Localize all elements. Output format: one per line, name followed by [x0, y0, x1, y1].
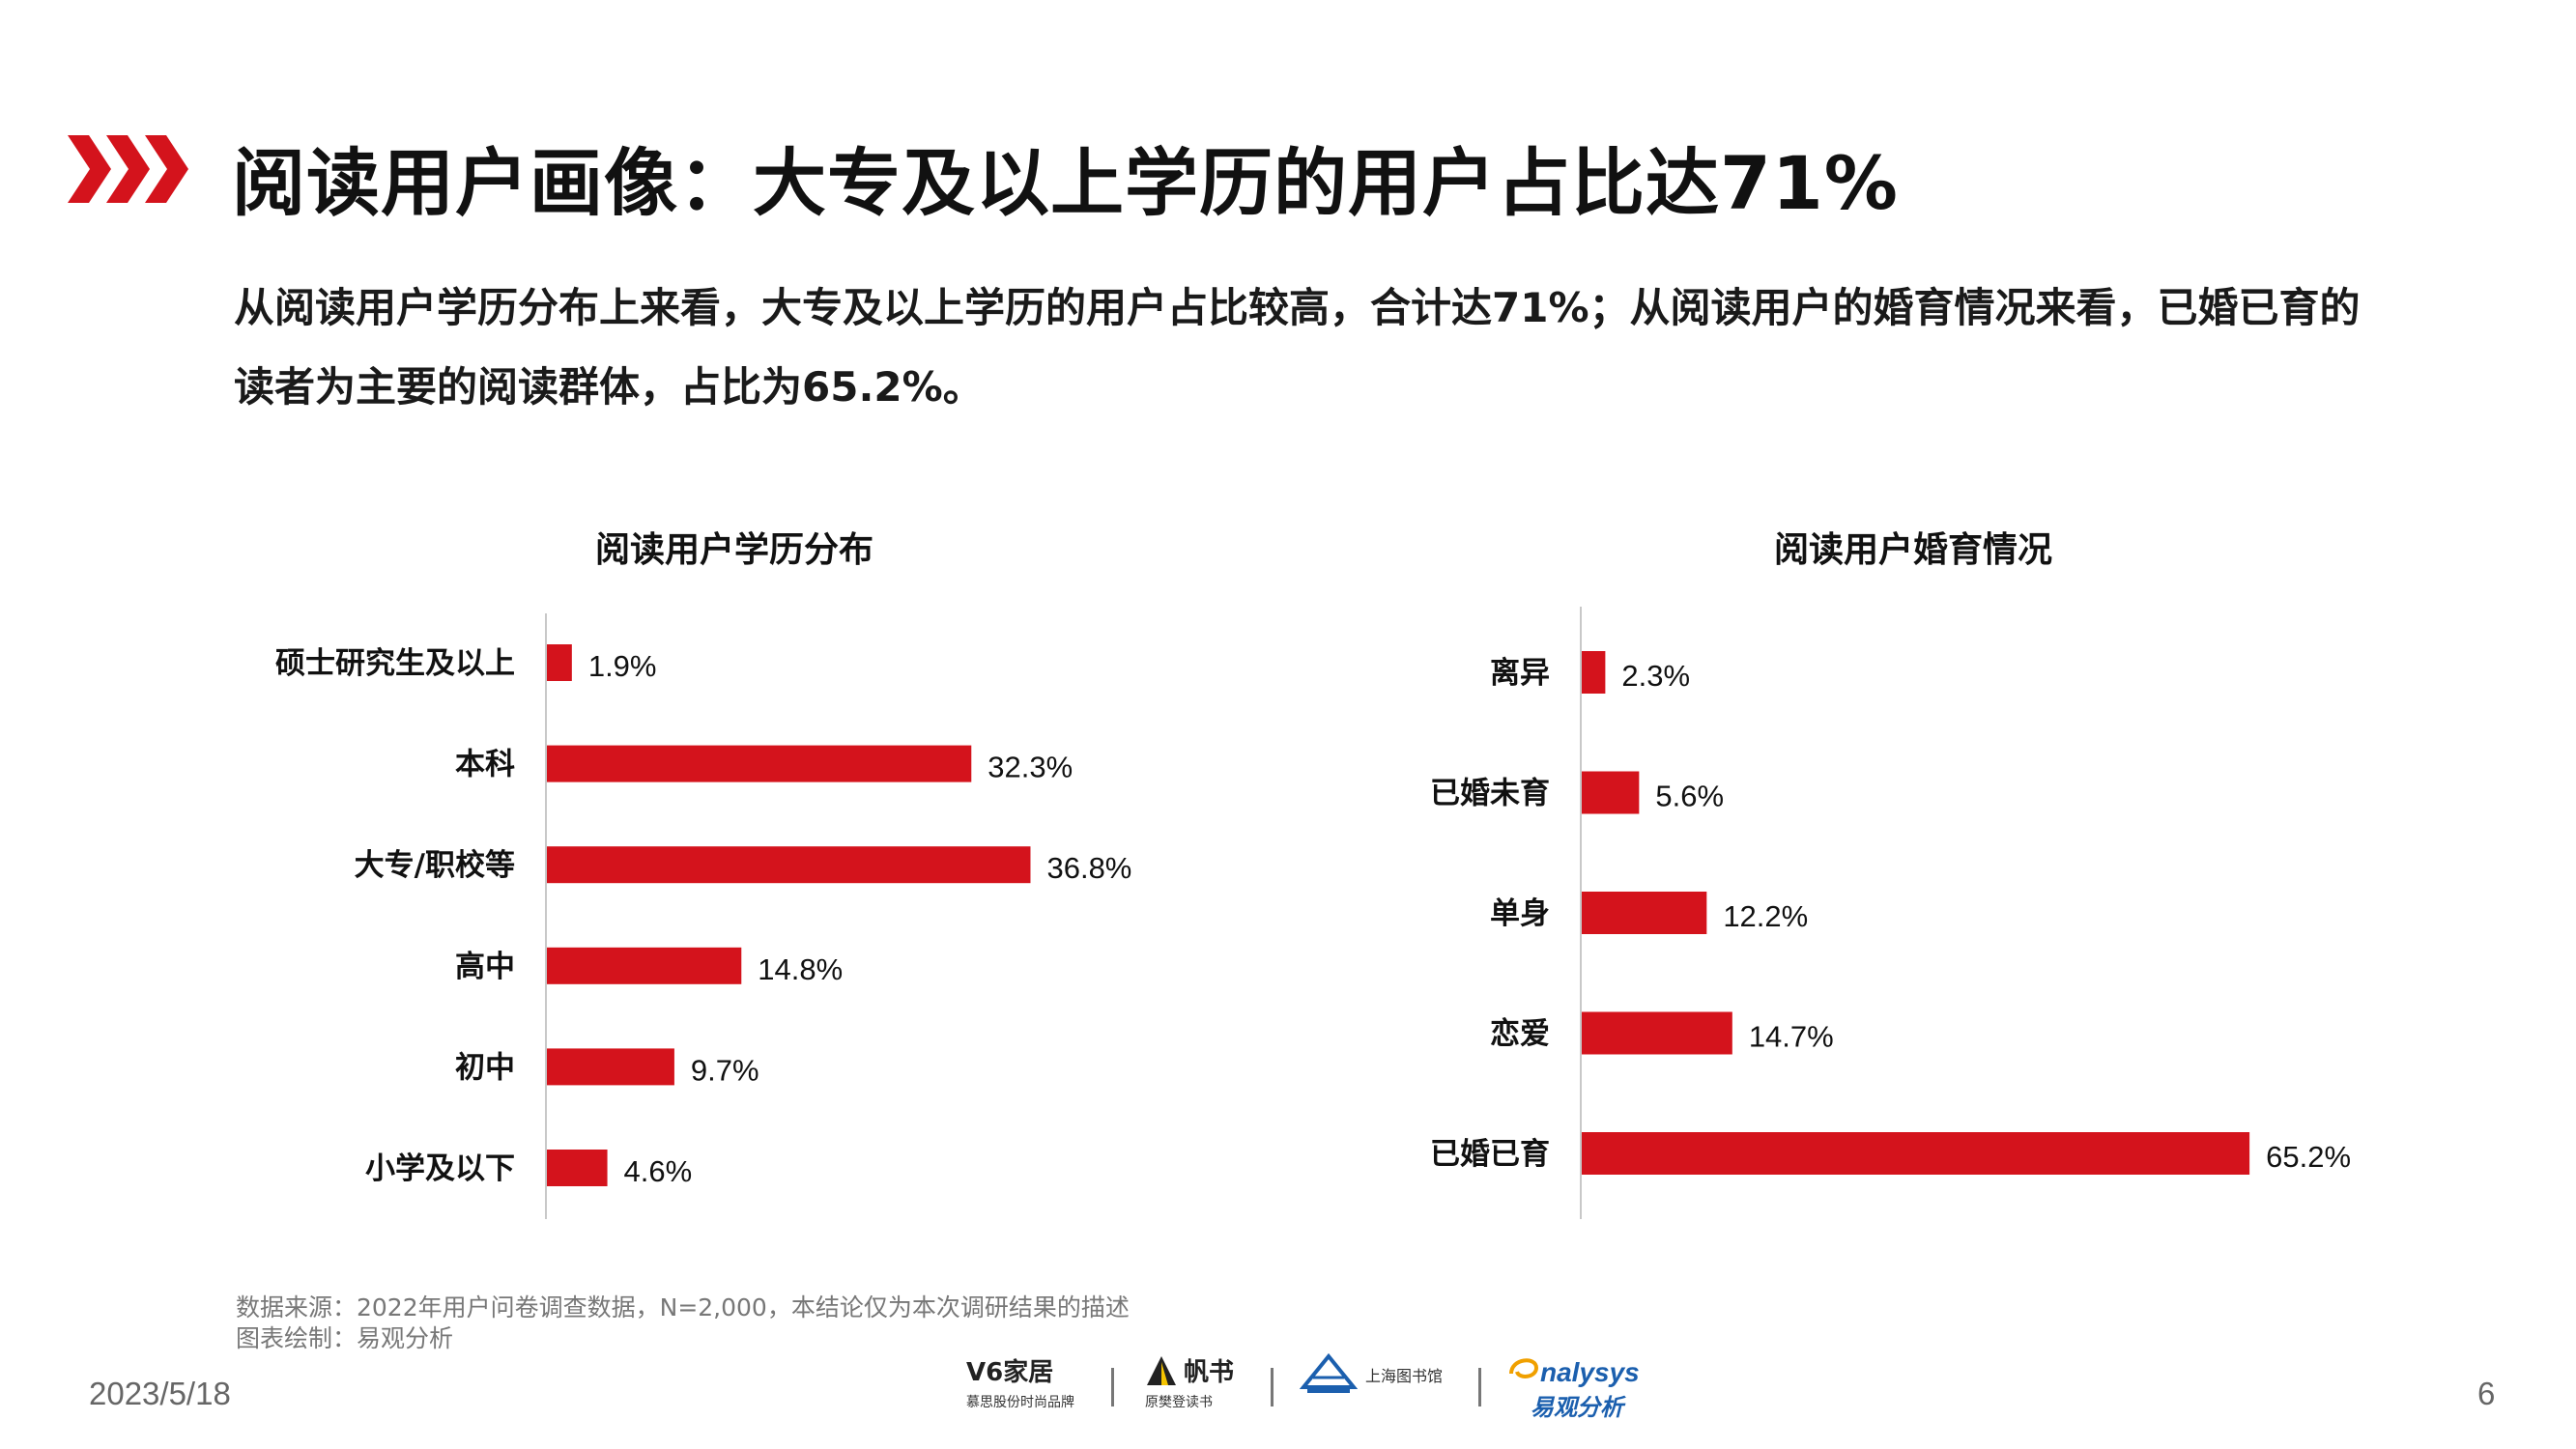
marital-category-label: 已婚已育: [1430, 1137, 1550, 1172]
page-title: 阅读用户画像：大专及以上学历的用户占比达71%: [232, 140, 1899, 226]
marital-value-label: 14.7%: [1749, 1020, 1834, 1054]
library-mark-icon: [1300, 1352, 1358, 1393]
marital-bar: [1582, 1132, 2250, 1175]
education-bar: [547, 1048, 674, 1086]
source-line-1: 数据来源：2022年用户问卷调查数据，N=2,000，本结论仅为本次调研结果的描…: [236, 1293, 1130, 1321]
education-value-label: 1.9%: [588, 649, 657, 683]
logo-divider: [1111, 1368, 1114, 1406]
page-description: 从阅读用户学历分布上来看，大专及以上学历的用户占比较高，合计达71%；从阅读用户…: [234, 284, 2361, 411]
chevron-arrows-icon: [68, 135, 188, 203]
education-category-label: 小学及以下: [365, 1151, 515, 1186]
marital-category-label: 单身: [1490, 896, 1550, 931]
fanshu-mark-icon: [1147, 1355, 1176, 1385]
education-bar: [547, 846, 1031, 884]
education-category-label: 高中: [455, 950, 515, 984]
marital-chart-title: 阅读用户婚育情况: [1773, 530, 2052, 570]
logo-divider: [1271, 1368, 1274, 1406]
page-number: 6: [2477, 1376, 2496, 1411]
analysys-swoosh-icon: [1509, 1358, 1539, 1378]
education-bar: [547, 1150, 608, 1186]
marital-category-label: 离异: [1490, 656, 1550, 691]
education-category-label: 大专/职校等: [355, 848, 515, 883]
logo-divider: [1478, 1368, 1481, 1406]
education-value-label: 36.8%: [1046, 851, 1131, 885]
marital-value-label: 65.2%: [2266, 1140, 2351, 1174]
slide-date: 2023/5/18: [89, 1376, 231, 1411]
marital-bar: [1582, 1011, 1732, 1055]
fanshu-logo: 帆书 原樊登读书: [1145, 1352, 1234, 1411]
marital-bar: [1582, 651, 1606, 694]
v6-logo: V6家居 慕思股份时尚品牌: [966, 1358, 1074, 1410]
education-bar: [547, 947, 742, 984]
data-source-note: 数据来源：2022年用户问卷调查数据，N=2,000，本结论仅为本次调研结果的描…: [236, 1293, 1130, 1354]
source-line-2: 图表绘制：易观分析: [236, 1324, 454, 1352]
marital-value-label: 2.3%: [1621, 659, 1690, 693]
marital-bar: [1582, 771, 1640, 814]
education-category-label: 硕士研究生及以上: [275, 646, 515, 681]
education-chart-title: 阅读用户学历分布: [594, 530, 873, 570]
marital-bar: [1582, 892, 1707, 934]
marital-category-label: 已婚未育: [1430, 777, 1550, 811]
partner-logos: V6家居 慕思股份时尚品牌 帆书 原樊登读书 上海图书馆: [966, 1352, 1662, 1430]
education-value-label: 4.6%: [624, 1154, 693, 1188]
marital-category-label: 恋爱: [1490, 1017, 1550, 1052]
education-value-label: 9.7%: [691, 1053, 759, 1087]
marital-value-label: 5.6%: [1655, 780, 1724, 813]
marital-value-label: 12.2%: [1723, 899, 1808, 933]
education-bar: [547, 644, 572, 681]
education-category-label: 本科: [455, 748, 515, 782]
library-logo: 上海图书馆: [1300, 1352, 1443, 1397]
education-value-label: 32.3%: [987, 751, 1073, 784]
education-category-label: 初中: [455, 1050, 515, 1085]
education-bar: [547, 745, 972, 782]
analysys-logo: nalysys 易观分析: [1507, 1352, 1640, 1422]
education-value-label: 14.8%: [758, 952, 843, 986]
